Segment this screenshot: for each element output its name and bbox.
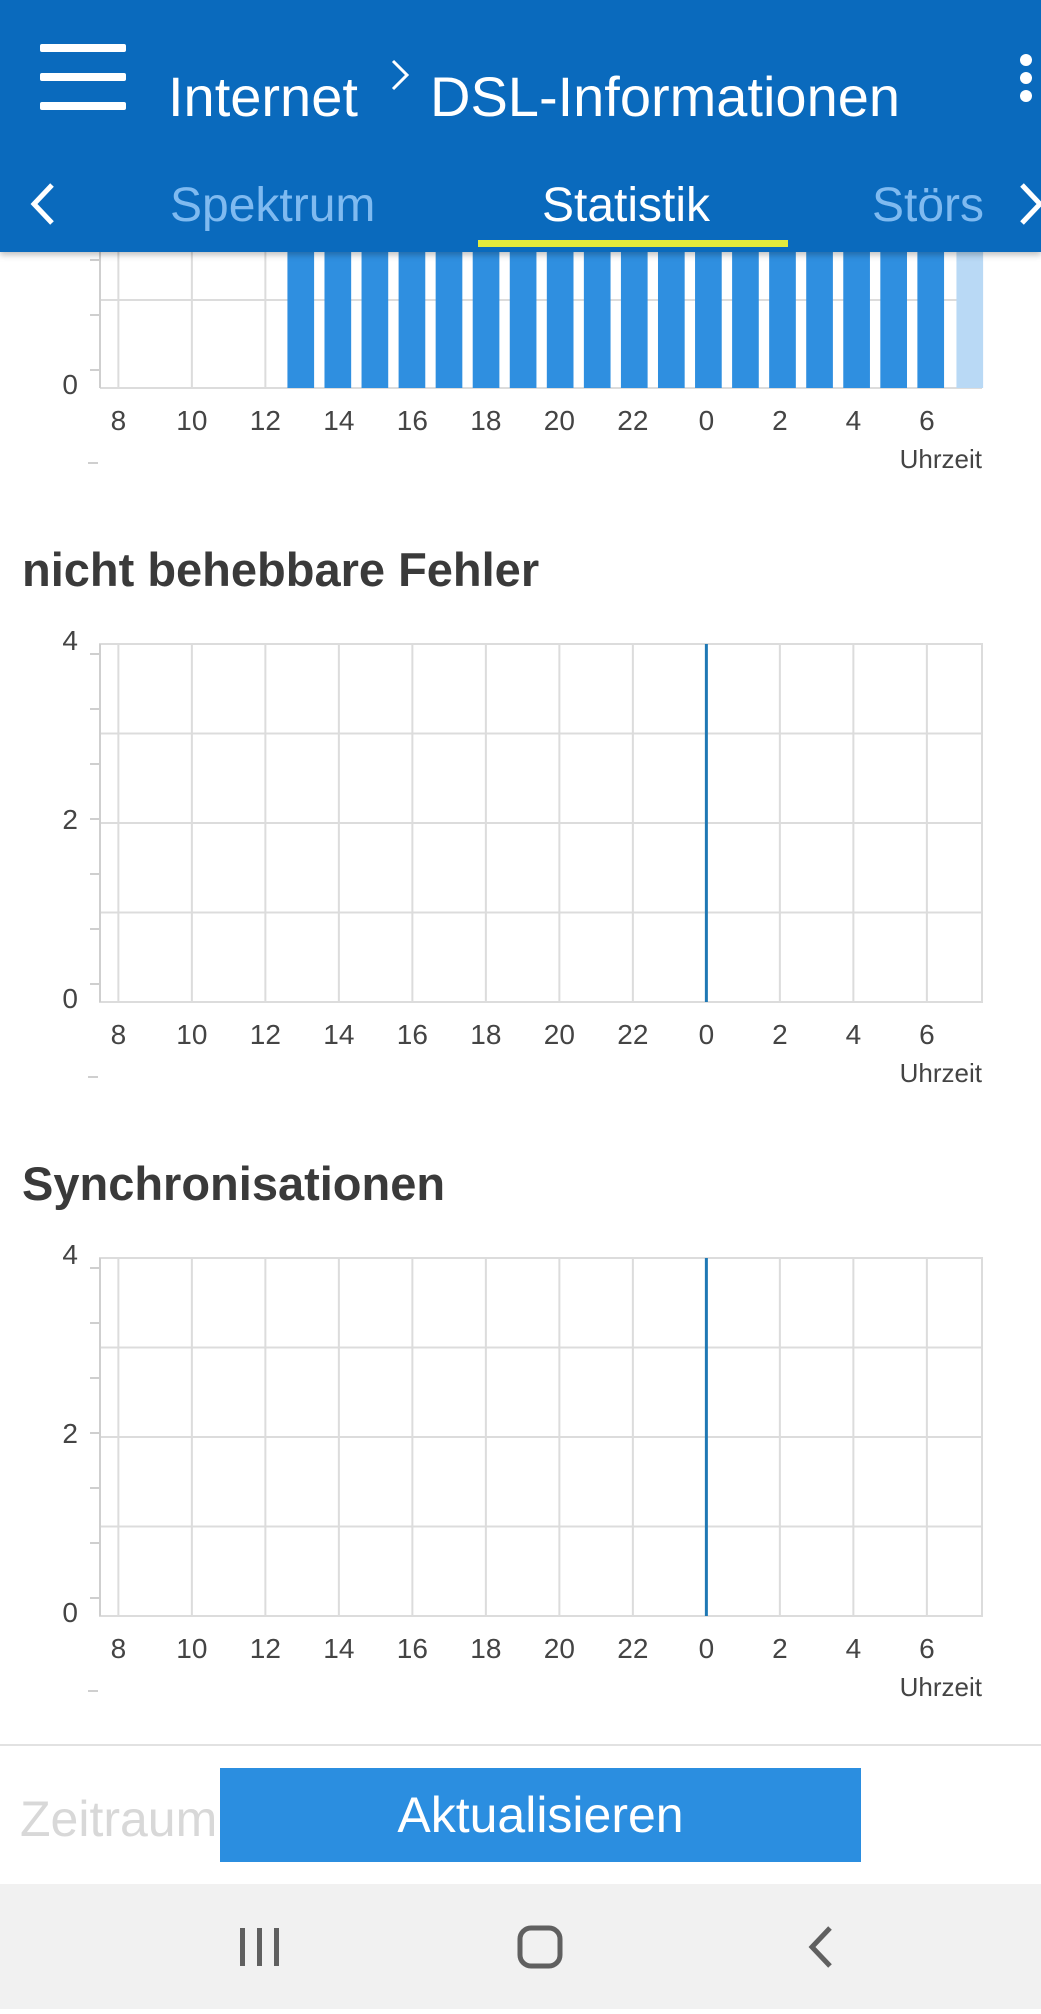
x-tick-label: 18 bbox=[470, 1633, 501, 1664]
x-tick-label: 16 bbox=[397, 1633, 428, 1664]
x-tick-label: 20 bbox=[544, 1633, 575, 1664]
y-tick-label: 0 bbox=[62, 369, 78, 400]
tab-spektrum[interactable]: Spektrum bbox=[170, 179, 376, 232]
data-bar bbox=[769, 250, 796, 388]
x-tick-label: 4 bbox=[846, 405, 862, 436]
data-bar bbox=[398, 250, 426, 388]
data-bar bbox=[917, 250, 945, 388]
x-tick-label: 0 bbox=[699, 1633, 715, 1664]
x-tick-label: 8 bbox=[111, 405, 127, 436]
x-tick-label: 22 bbox=[617, 1019, 648, 1050]
data-bar bbox=[843, 250, 870, 388]
x-tick-label: 18 bbox=[470, 1019, 501, 1050]
tab-stoersicherheit[interactable]: Störs bbox=[872, 179, 984, 232]
period-label[interactable]: Zeitraum bbox=[20, 1791, 218, 1847]
data-bar bbox=[657, 250, 685, 388]
data-bar bbox=[287, 250, 315, 388]
y-tick-label: 4 bbox=[62, 1239, 78, 1270]
data-bar bbox=[435, 250, 463, 388]
active-tab-indicator bbox=[478, 240, 788, 247]
app-header: Internet DSL-Informationen Spektrum Stat… bbox=[0, 0, 1041, 252]
x-tick-label: 20 bbox=[544, 1019, 575, 1050]
chart-synchronizations: 8 10 12 14 16 18 20 22 0 2 4 6 0 2 4 Uhrzeit bbox=[0, 1234, 1041, 1704]
footer-divider bbox=[0, 1744, 1041, 1746]
back-icon[interactable] bbox=[760, 1884, 880, 2009]
data-bar bbox=[732, 250, 759, 388]
data-bar bbox=[806, 250, 833, 388]
x-tick-label: 0 bbox=[699, 405, 715, 436]
x-tick-label: 18 bbox=[470, 405, 501, 436]
page-title: DSL-Informationen bbox=[430, 65, 901, 128]
y-tick-label: 2 bbox=[62, 1418, 78, 1449]
x-tick-label: 8 bbox=[111, 1019, 127, 1050]
more-options-icon[interactable] bbox=[1020, 54, 1034, 108]
x-tick-label: 16 bbox=[397, 1019, 428, 1050]
system-nav-bar bbox=[0, 1884, 1041, 2009]
x-tick-label: 12 bbox=[250, 1019, 281, 1050]
section-title-errors: nicht behebbare Fehler bbox=[22, 543, 540, 596]
y-tick-label: 4 bbox=[62, 625, 78, 656]
x-tick-label: 4 bbox=[846, 1019, 862, 1050]
chart-0-svg: 8 10 12 14 16 18 20 22 0 2 4 6 0 Uhrzeit bbox=[62, 250, 984, 474]
tab-statistik[interactable]: Statistik bbox=[542, 179, 711, 232]
x-tick-label: 0 bbox=[699, 1019, 715, 1050]
x-tick-label: 6 bbox=[919, 1019, 935, 1050]
x-tick-label: 8 bbox=[111, 1633, 127, 1664]
chart-1-svg: 8 10 12 14 16 18 20 22 0 2 4 6 0 2 4 Uhrzeit bbox=[62, 625, 983, 1088]
x-tick-label: 12 bbox=[250, 405, 281, 436]
x-axis-label: Uhrzeit bbox=[900, 1058, 983, 1088]
x-tick-label: 6 bbox=[919, 1633, 935, 1664]
x-axis-label: Uhrzeit bbox=[900, 1672, 983, 1702]
data-bar-partial bbox=[956, 250, 984, 388]
data-bar bbox=[472, 250, 500, 388]
y-tick-label: 0 bbox=[62, 1597, 78, 1628]
home-icon[interactable] bbox=[480, 1884, 600, 2009]
x-tick-label: 10 bbox=[176, 1019, 207, 1050]
chart-uncorrectable-errors: 8 10 12 14 16 18 20 22 0 2 4 6 0 2 4 Uhrzeit bbox=[0, 620, 1041, 1090]
data-bar bbox=[324, 250, 352, 388]
x-tick-label: 22 bbox=[617, 405, 648, 436]
data-bar bbox=[620, 250, 648, 388]
recent-apps-icon[interactable] bbox=[200, 1884, 320, 2009]
tab-scroll-right-icon[interactable] bbox=[1018, 182, 1041, 231]
x-tick-label: 2 bbox=[772, 1633, 788, 1664]
data-bar bbox=[509, 250, 537, 388]
refresh-button[interactable]: Aktualisieren bbox=[220, 1768, 861, 1862]
x-tick-label: 12 bbox=[250, 1633, 281, 1664]
chart-2-svg: 8 10 12 14 16 18 20 22 0 2 4 6 0 2 4 Uhrzeit bbox=[62, 1239, 983, 1702]
y-tick-label: 2 bbox=[62, 804, 78, 835]
y-tick-label: 0 bbox=[62, 983, 78, 1014]
x-tick-label: 14 bbox=[323, 1633, 354, 1664]
tab-scroll-left-icon[interactable] bbox=[30, 182, 56, 231]
x-tick-label: 14 bbox=[323, 1019, 354, 1050]
data-bar bbox=[546, 250, 574, 388]
x-tick-label: 16 bbox=[397, 405, 428, 436]
x-tick-label: 2 bbox=[772, 405, 788, 436]
data-bar bbox=[695, 250, 722, 388]
data-bar bbox=[880, 250, 908, 388]
x-tick-label: 10 bbox=[176, 405, 207, 436]
menu-icon[interactable] bbox=[40, 44, 126, 110]
x-tick-label: 20 bbox=[544, 405, 575, 436]
chart-top-partial: 8 10 12 14 16 18 20 22 0 2 4 6 0 Uhrzeit bbox=[0, 0, 1041, 480]
x-axis-label: Uhrzeit bbox=[900, 444, 983, 474]
data-bar bbox=[583, 250, 611, 388]
data-bar bbox=[361, 250, 389, 388]
x-tick-label: 2 bbox=[772, 1019, 788, 1050]
breadcrumb-root[interactable]: Internet bbox=[168, 65, 358, 128]
x-tick-label: 22 bbox=[617, 1633, 648, 1664]
x-tick-label: 6 bbox=[919, 405, 935, 436]
x-tick-label: 4 bbox=[846, 1633, 862, 1664]
section-title-sync: Synchronisationen bbox=[22, 1157, 446, 1210]
chevron-right-icon bbox=[390, 58, 410, 97]
x-tick-label: 14 bbox=[323, 405, 354, 436]
x-tick-label: 10 bbox=[176, 1633, 207, 1664]
